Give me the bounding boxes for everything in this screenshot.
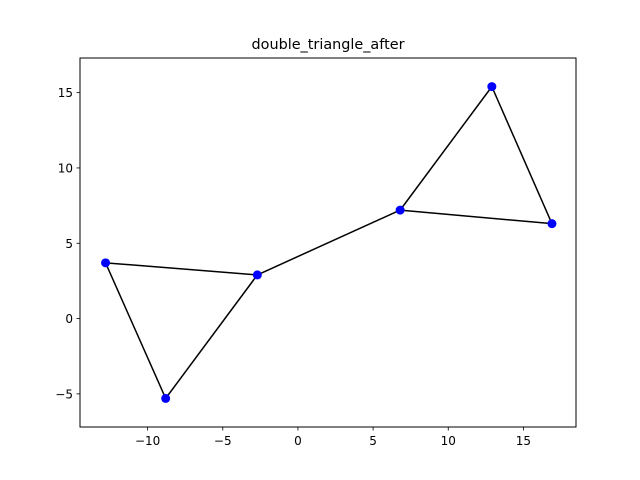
chart-title: double_triangle_after bbox=[252, 37, 405, 53]
data-point-2 bbox=[252, 270, 262, 280]
x-tick-label: 0 bbox=[294, 434, 302, 448]
edge-line-6 bbox=[400, 209, 553, 225]
x-tick-label: 10 bbox=[441, 434, 456, 448]
data-point-1 bbox=[161, 393, 171, 403]
x-axis: −10 −5 0 5 10 15 bbox=[135, 427, 531, 448]
y-tick-label: 10 bbox=[58, 161, 73, 175]
points-layer bbox=[101, 82, 557, 403]
data-point-3 bbox=[395, 205, 405, 215]
x-tick-label: 5 bbox=[369, 434, 377, 448]
edges-layer bbox=[104, 86, 553, 399]
edge-line-1 bbox=[165, 274, 258, 399]
x-tick-label: 15 bbox=[516, 434, 531, 448]
edge-line-2 bbox=[105, 262, 258, 276]
x-tick-label: −10 bbox=[135, 434, 160, 448]
plot-area bbox=[79, 57, 577, 428]
edge-line-4 bbox=[399, 86, 493, 211]
y-tick-label: 5 bbox=[65, 237, 73, 251]
y-tick-label: −5 bbox=[55, 387, 73, 401]
x-tick-label: −5 bbox=[214, 434, 232, 448]
y-tick-label: 0 bbox=[65, 312, 73, 326]
y-tick-label: 15 bbox=[58, 86, 73, 100]
data-point-4 bbox=[487, 82, 497, 92]
edge-line-0 bbox=[104, 262, 167, 399]
edge-line-3 bbox=[257, 209, 401, 276]
data-point-0 bbox=[101, 258, 111, 268]
y-axis: −5 0 5 10 15 bbox=[55, 86, 80, 401]
edge-line-5 bbox=[491, 86, 553, 224]
data-point-5 bbox=[547, 219, 557, 229]
